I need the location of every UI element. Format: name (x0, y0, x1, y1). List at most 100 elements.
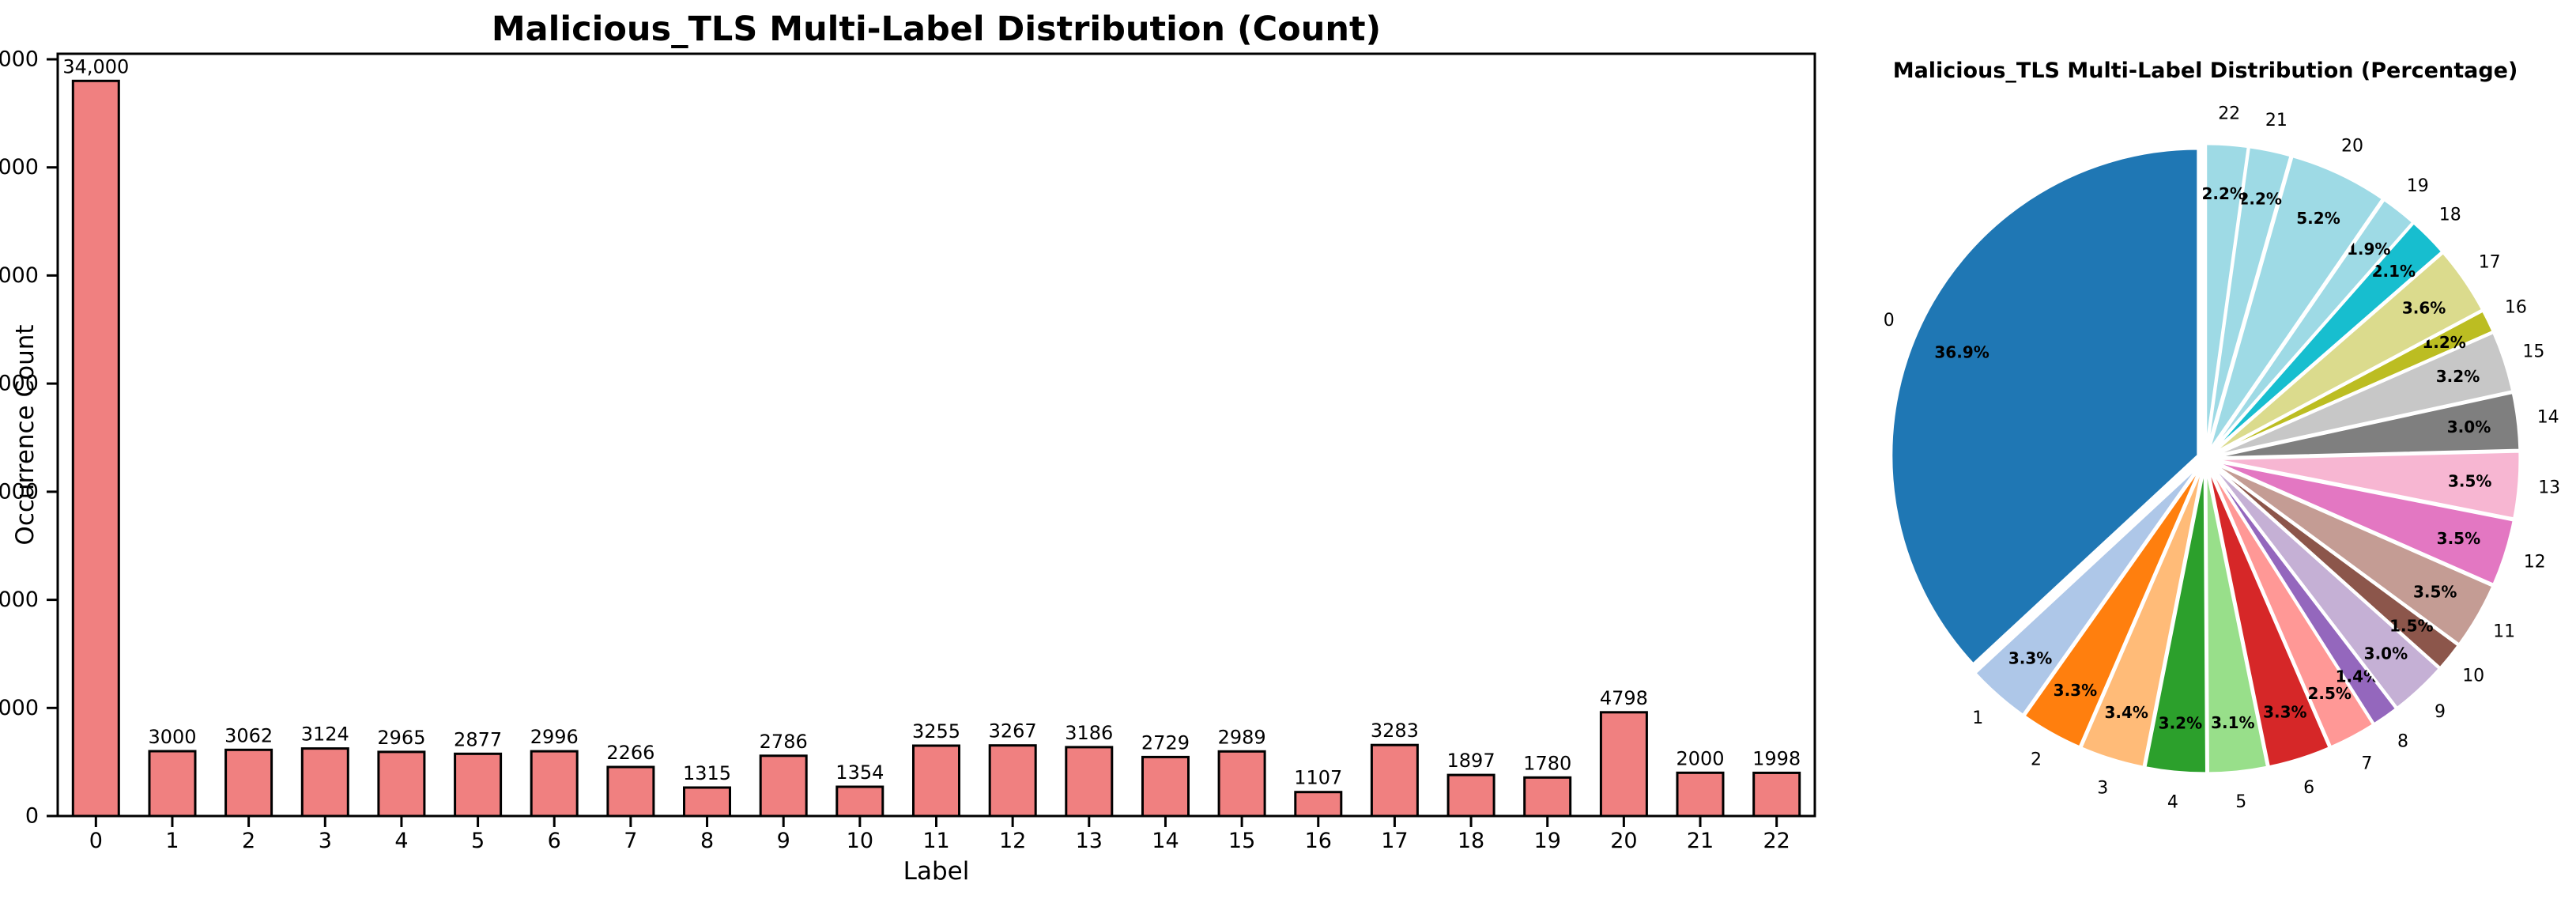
pie-slice-3 (2079, 465, 2204, 769)
x-tick-label: 20 (1610, 829, 1637, 853)
pie-slice-pct-label: 2.5% (2307, 684, 2351, 703)
pie-slice-pct-label: 36.9% (1934, 343, 1989, 362)
bar-chart-title: Malicious_TLS Multi-Label Distribution (… (491, 9, 1382, 49)
pie-slice-pct-label: 3.0% (2364, 644, 2408, 663)
bar-7 (606, 765, 655, 818)
bar-value-label: 2266 (606, 742, 654, 764)
bar-value-label: 1315 (683, 762, 731, 784)
pie-slice-label: 12 (2524, 553, 2546, 572)
pie-slice-6 (2206, 465, 2332, 769)
x-tick-label: 13 (1076, 829, 1103, 853)
pie-slice-0 (1890, 147, 2200, 666)
pie-slice-label: 10 (2462, 667, 2484, 686)
bar-8 (683, 786, 731, 818)
pie-slice-1 (1973, 463, 2201, 717)
pie-slice-10 (2210, 463, 2461, 670)
pie-slice-label: 18 (2439, 206, 2461, 225)
pie-slice-label: 19 (2407, 176, 2429, 196)
bar-value-label: 2996 (530, 726, 579, 748)
pie-slice-pct-label: 3.6% (2402, 298, 2446, 317)
x-tick-label: 3 (319, 829, 332, 853)
pie-slice-pct-label: 3.4% (2104, 703, 2148, 722)
pie-slice-label: 22 (2218, 104, 2240, 124)
bar-4 (377, 750, 426, 818)
x-tick-label: 12 (999, 829, 1026, 853)
bar-value-label: 2786 (760, 731, 808, 753)
bar-9 (759, 754, 808, 818)
y-tick-label: 25000 (0, 263, 39, 288)
pie-slice-pct-label: 2.1% (2372, 262, 2416, 281)
pie-slice-19 (2208, 198, 2415, 454)
bar-value-label: 3255 (912, 720, 960, 742)
x-tick-label: 8 (700, 829, 714, 853)
x-tick-label: 10 (847, 829, 873, 853)
pie-slice-label: 11 (2493, 622, 2515, 641)
y-tick-label: 35000 (0, 47, 39, 72)
pie-slice-pct-label: 3.5% (2437, 529, 2480, 548)
pie-slice-label: 8 (2397, 732, 2408, 752)
pie-slice-4 (2144, 466, 2208, 775)
bar-value-label: 1897 (1447, 750, 1495, 772)
x-tick-label: 7 (624, 829, 637, 853)
bar-value-label: 1998 (1752, 747, 1801, 769)
pie-slice-pct-label: 3.3% (2008, 649, 2052, 668)
plot-frame (56, 52, 1816, 818)
x-tick-label: 19 (1534, 829, 1561, 853)
pie-slice-13 (2212, 450, 2521, 520)
pie-slice-pct-label: 3.2% (2436, 367, 2480, 386)
y-tick-label: 10000 (0, 588, 39, 612)
pie-slice-label: 2 (2031, 750, 2042, 769)
bar-chart-x-axis-label: Label (903, 857, 970, 886)
bar-value-label: 3186 (1065, 722, 1113, 744)
pie-slice-pct-label: 5.2% (2296, 209, 2340, 228)
bar-value-label: 3124 (301, 724, 349, 746)
y-tick-label: 0 (25, 804, 39, 829)
y-tick-label: 15000 (0, 479, 39, 504)
pie-slice-pct-label: 2.2% (2201, 184, 2245, 203)
pie-slice-2 (2022, 464, 2203, 749)
pie-slice-pct-label: 3.5% (2448, 472, 2491, 491)
y-tick-label: 20000 (0, 372, 39, 396)
pie-slice-label: 3 (2097, 779, 2108, 799)
y-tick-label: 30000 (0, 155, 39, 179)
pie-slice-22 (2204, 142, 2250, 452)
bar-chart-y-axis-label: Occurrence Count (11, 324, 40, 546)
pie-slice-17 (2211, 251, 2484, 455)
pie-slice-label: 4 (2167, 792, 2178, 812)
pie-slice-11 (2211, 461, 2495, 647)
bar-value-label: 3267 (989, 720, 1037, 742)
bar-17 (1370, 743, 1419, 818)
bar-value-label: 2965 (377, 727, 425, 749)
pie-slice-label: 0 (1884, 311, 1895, 331)
pie-slice-12 (2212, 459, 2515, 587)
pie-slice-pct-label: 3.2% (2159, 713, 2202, 732)
pie-slice-label: 15 (2522, 342, 2544, 362)
bar-1 (148, 750, 197, 818)
x-tick-label: 11 (922, 829, 949, 853)
pie-slice-label: 20 (2341, 136, 2363, 156)
pie-slice-label: 1 (1972, 708, 1983, 728)
pie-slice-label: 5 (2235, 792, 2246, 812)
x-tick-label: 14 (1152, 829, 1179, 853)
x-tick-label: 16 (1305, 829, 1332, 853)
pie-slice-14 (2212, 391, 2521, 459)
bar-value-label: 3062 (224, 724, 273, 746)
bar-21 (1676, 771, 1725, 818)
pie-slice-pct-label: 3.3% (2054, 681, 2097, 700)
y-tick-label: 5000 (0, 696, 39, 720)
pie-slice-pct-label: 3.5% (2413, 582, 2457, 601)
bar-value-label: 34,000 (62, 55, 129, 77)
pie-slice-pct-label: 1.9% (2347, 240, 2390, 259)
x-tick-label: 0 (89, 829, 103, 853)
pie-slice-pct-label: 2.2% (2238, 189, 2281, 208)
pie-slice-label: 21 (2265, 111, 2287, 130)
bar-22 (1752, 771, 1801, 818)
bar-11 (912, 744, 960, 818)
bar-value-label: 3000 (148, 726, 196, 748)
x-tick-label: 4 (394, 829, 408, 853)
x-tick-label: 9 (777, 829, 790, 853)
bar-value-label: 2729 (1141, 731, 1190, 754)
